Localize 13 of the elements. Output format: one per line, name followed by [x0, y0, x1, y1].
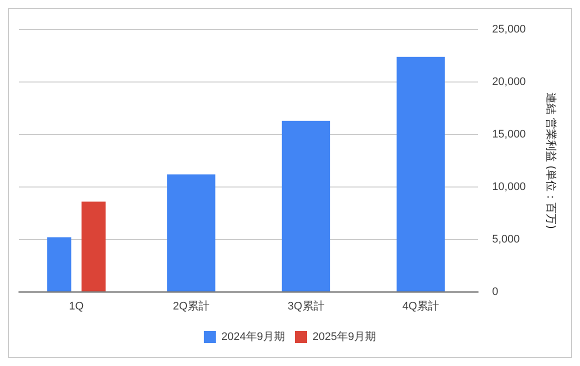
x-tick-label: 1Q	[69, 300, 84, 312]
y-tick-label: 15,000	[492, 128, 526, 141]
y-tick-label: 20,000	[492, 76, 526, 88]
legend-label: 2024年9月期	[221, 331, 286, 344]
y-tick-label: 25,000	[492, 24, 526, 36]
y-axis-title: 連結 営業利益 (単位：百万)	[544, 92, 558, 229]
y-tick-label: 5,000	[492, 233, 520, 246]
x-tick-label: 4Q累計	[402, 299, 440, 312]
x-tick-label: 2Q累計	[172, 299, 210, 312]
y-tick-label: 0	[492, 286, 498, 298]
y-tick-label: 10,000	[492, 180, 526, 193]
x-tick-label: 3Q累計	[288, 299, 324, 312]
legend-label: 2025年9月期	[312, 331, 376, 344]
